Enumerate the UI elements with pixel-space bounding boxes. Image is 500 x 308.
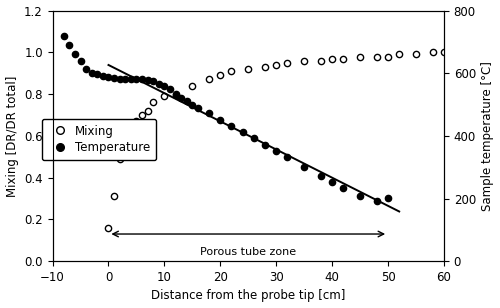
Legend: Mixing, Temperature: Mixing, Temperature	[42, 119, 156, 160]
X-axis label: Distance from the probe tip [cm]: Distance from the probe tip [cm]	[151, 290, 346, 302]
Y-axis label: Sample temperature [°C]: Sample temperature [°C]	[482, 61, 494, 211]
Y-axis label: Mixing [DR/DR total]: Mixing [DR/DR total]	[6, 75, 18, 197]
Text: Porous tube zone: Porous tube zone	[200, 246, 296, 257]
